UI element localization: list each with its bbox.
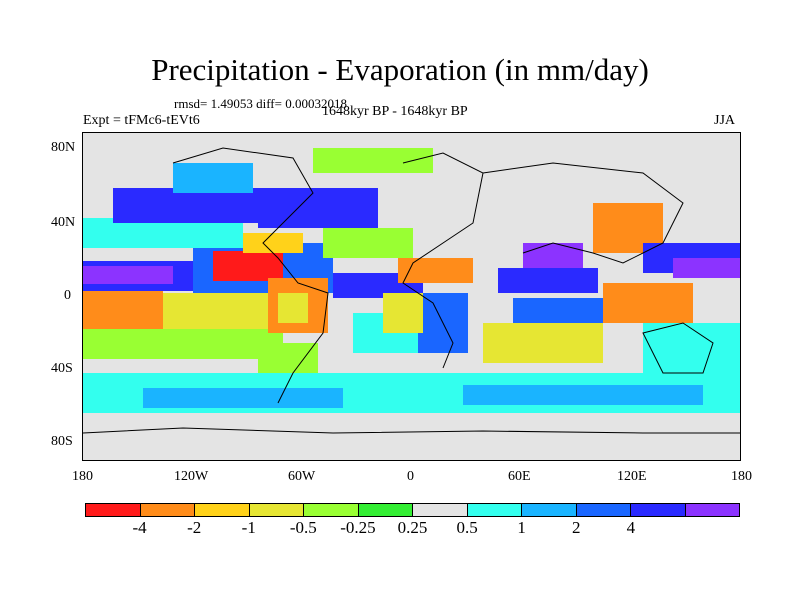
coastlines: [83, 147, 740, 434]
lon-label-120w: 120W: [174, 469, 209, 484]
colorbar-level-label: 2: [572, 518, 581, 537]
pacific-itcz-core: [83, 266, 173, 284]
lat-label-equator: 0: [64, 288, 71, 303]
north-atlantic-blue: [258, 188, 378, 228]
southern-ocean-blue: [143, 388, 343, 408]
lat-label-80s: 80S: [51, 434, 73, 449]
colorbar-swatch: [249, 504, 304, 516]
west-africa-moderate: [383, 293, 423, 333]
colorbar-level-label: 1: [517, 518, 526, 537]
west-pacific-core: [673, 258, 740, 278]
colorbar-swatch: [413, 504, 468, 516]
lat-label-40n: 40N: [51, 215, 76, 230]
colorbar-swatch: [576, 504, 631, 516]
south-pacific-green: [83, 329, 283, 359]
antarctica-coastline: [83, 427, 740, 434]
lon-label-60w: 60W: [288, 469, 316, 484]
europe-africa-coastline: [402, 152, 484, 369]
sahel-dry: [398, 258, 473, 283]
lon-label-180e: 180: [731, 469, 752, 484]
asia-coastline: [482, 162, 684, 264]
south-indian-blue: [513, 298, 603, 323]
maritime-continent-dry: [603, 283, 693, 323]
colorbar-level-label: 4: [626, 518, 636, 537]
period-label: 1648kyr BP - 1648kyr BP: [322, 104, 468, 119]
south-indian-yellow: [483, 323, 603, 363]
colorbar-level-label: -2: [187, 518, 202, 537]
colorbar-level-label: 0.25: [397, 518, 428, 537]
map-panel: [82, 132, 741, 461]
colorbar: [85, 503, 740, 517]
lon-label-120e: 120E: [617, 469, 647, 484]
colorbar-swatch: [86, 504, 141, 516]
lon-label-180w: 180: [72, 469, 93, 484]
subtropical-atlantic-green: [323, 228, 413, 258]
south-pacific-dry: [83, 291, 163, 331]
colorbar-swatch: [195, 504, 250, 516]
colorbar-level-label: -0.5: [289, 518, 317, 537]
southern-ocean-blue-east: [463, 385, 703, 405]
indian-monsoon-core: [523, 243, 583, 268]
amazon-yellow: [278, 293, 308, 323]
lon-label-60e: 60E: [508, 469, 531, 484]
colorbar-level-label: -4: [132, 518, 147, 537]
colorbar-swatch: [467, 504, 522, 516]
north-pacific-blue: [113, 188, 263, 223]
caribbean-moderate: [243, 233, 303, 253]
indian-ocean-blue: [498, 268, 598, 293]
antarctica: [83, 413, 740, 460]
colorbar-swatch: [685, 504, 739, 516]
lon-label-0: 0: [407, 469, 414, 484]
colorbar-swatch: [631, 504, 686, 516]
colorbar-swatch: [304, 504, 359, 516]
gulf-alaska-band: [173, 163, 253, 193]
lat-label-40s: 40S: [51, 361, 73, 376]
season-label: JJA: [714, 113, 736, 128]
colorbar-swatch: [358, 504, 413, 516]
americas-coastline: [172, 147, 329, 404]
colorbar-level-label: 0.5: [456, 518, 478, 537]
south-pacific-moderate: [163, 293, 283, 333]
australia-coastline: [642, 322, 714, 374]
colorbar-swatch: [140, 504, 195, 516]
colorbar-level-label: -0.25: [340, 518, 376, 537]
map-title: Precipitation - Evaporation (in mm/day): [151, 52, 649, 87]
colorbar-swatch: [522, 504, 577, 516]
lat-label-80n: 80N: [51, 140, 76, 155]
stats-label: rmsd= 1.49053 diff= 0.00032018: [174, 96, 347, 111]
colorbar-level-label: -1: [241, 518, 256, 537]
central-america-dry: [213, 251, 283, 281]
precipitation-map: [83, 133, 740, 460]
experiment-label: Expt = tFMc6-tEVt6: [83, 113, 200, 128]
